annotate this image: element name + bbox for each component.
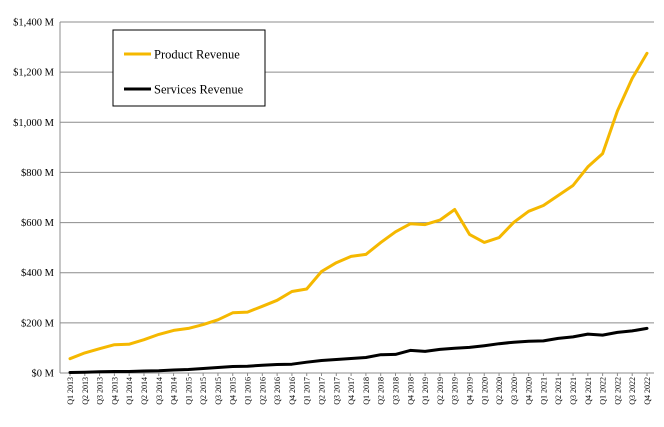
y-tick-label: $200 M [21,318,55,329]
x-tick-label: Q3 2021 [569,377,578,405]
x-tick-label: Q1 2019 [421,377,430,405]
y-tick-label: $800 M [21,168,55,179]
y-tick-label: $1,200 M [13,68,55,79]
x-tick-label: Q3 2019 [451,377,460,405]
x-tick-label: Q4 2022 [643,377,652,405]
x-tick-label: Q4 2020 [525,377,534,405]
x-tick-label: Q4 2018 [406,377,415,405]
x-tick-label: Q2 2021 [554,377,563,405]
x-tick-label: Q4 2016 [288,377,297,405]
x-tick-label: Q1 2017 [303,377,312,405]
x-tick-label: Q1 2015 [184,377,193,405]
x-tick-label: Q3 2016 [273,377,282,405]
series-line-product-revenue [68,51,649,361]
x-tick-label: Q1 2022 [599,377,608,405]
x-tick-label: Q3 2020 [510,377,519,405]
legend-label-services-revenue: Services Revenue [154,83,244,97]
x-tick-label: Q4 2014 [170,377,179,405]
y-tick-label: $400 M [21,268,55,279]
y-tick-label: $0 M [32,369,55,380]
y-tick-label: $1,400 M [13,18,55,29]
x-tick-label: Q3 2017 [332,377,341,405]
x-tick-label: Q1 2014 [125,377,134,405]
x-tick-label: Q1 2021 [539,377,548,405]
x-tick-label: Q3 2014 [155,377,164,405]
x-tick-label: Q2 2020 [495,377,504,405]
series-line-services-revenue [68,326,649,374]
series-lines [68,51,649,374]
x-tick-label: Q2 2019 [436,377,445,405]
x-tick-label: Q4 2015 [229,377,238,405]
x-tick-label: Q4 2017 [347,377,356,405]
x-tick-label: Q2 2014 [140,377,149,405]
x-tick-label: Q3 2022 [628,377,637,405]
x-tick-label: Q3 2015 [214,377,223,405]
x-tick-label: Q2 2016 [258,377,267,405]
y-tick-label: $600 M [21,218,55,229]
x-tick-label: Q2 2017 [318,377,327,405]
x-tick-label: Q3 2013 [96,377,105,405]
x-tick-label: Q2 2018 [377,377,386,405]
x-tick-label: Q4 2013 [110,377,119,405]
legend-label-product-revenue: Product Revenue [154,48,240,62]
x-tick-label: Q1 2018 [362,377,371,405]
y-tick-label: $1,000 M [13,118,55,129]
y-axis-tick-labels: $0 M $200 M $400 M $600 M $800 M $1,000 M $1,2… [13,18,55,380]
x-tick-label: Q4 2019 [465,377,474,405]
x-tick-label: Q1 2016 [244,377,253,405]
x-tick-label: Q2 2013 [81,377,90,405]
x-axis-tick-labels: Q1 2013 Q2 2013 Q3 2013 Q4 2013 Q1 2014 Q2 20… [66,377,652,405]
axes [59,22,654,376]
x-tick-label: Q2 2015 [199,377,208,405]
x-tick-label: Q1 2020 [480,377,489,405]
x-tick-label: Q2 2022 [613,377,622,405]
x-tick-label: Q1 2013 [66,377,75,405]
x-tick-label: Q3 2018 [391,377,400,405]
legend: Product Revenue Services Revenue [112,29,266,107]
legend-box [112,29,266,107]
x-tick-label: Q4 2021 [584,377,593,405]
